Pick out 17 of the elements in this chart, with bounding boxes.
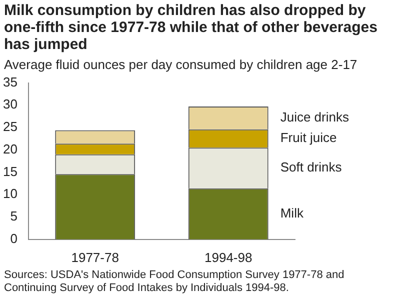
chart-subtitle: Average fluid ounces per day consumed by children age 2-17 — [4, 57, 358, 72]
series-label: Milk — [280, 205, 304, 220]
y-tick-label: 20 — [2, 141, 18, 156]
series-label: Soft drinks — [280, 160, 342, 175]
chart-title: Milk consumption by children has also dropped by one-fifth since 1977-78 while that of other beverages has jumped — [4, 2, 378, 53]
y-tick-label: 35 — [2, 74, 18, 90]
x-tick-label: 1977-78 — [71, 250, 119, 265]
y-tick-label: 30 — [2, 96, 18, 112]
y-tick-label: 15 — [2, 164, 18, 179]
series-label: Fruit juice — [280, 130, 337, 146]
series-label: Juice drinks — [280, 110, 350, 124]
y-tick-label: 5 — [10, 208, 18, 224]
y-tick-label: 0 — [10, 230, 18, 246]
source-note: Sources: USDA's Nationwide Food Consumption Survey 1977-78 and Continuing Survey of Food Intakes by Individuals 1994-98. — [4, 269, 346, 295]
x-tick-label: 1994-98 — [204, 250, 252, 265]
y-tick-label: 25 — [2, 119, 18, 134]
y-tick-label: 10 — [2, 186, 18, 202]
